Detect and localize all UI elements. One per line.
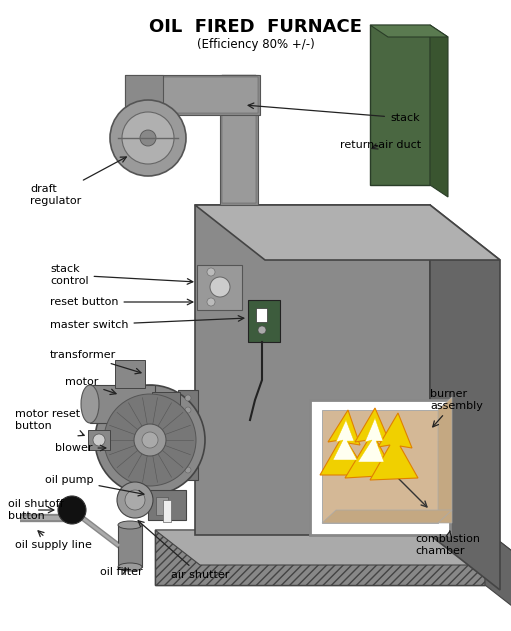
Circle shape: [140, 130, 156, 146]
Polygon shape: [485, 530, 511, 620]
Circle shape: [117, 482, 153, 518]
Circle shape: [134, 424, 166, 456]
Circle shape: [104, 394, 196, 486]
Bar: [322, 410, 438, 523]
Text: stack
control: stack control: [50, 264, 193, 286]
Polygon shape: [370, 25, 448, 37]
Bar: [310, 400, 450, 535]
Text: air shutter: air shutter: [138, 521, 229, 580]
Circle shape: [58, 496, 86, 524]
Text: stack: stack: [248, 103, 420, 123]
Bar: [115, 360, 145, 388]
Text: burner
assembly: burner assembly: [430, 389, 483, 427]
Polygon shape: [345, 408, 395, 478]
Polygon shape: [438, 397, 452, 523]
Circle shape: [207, 268, 215, 276]
Polygon shape: [320, 410, 368, 475]
Text: draft
regulator: draft regulator: [30, 157, 126, 206]
Circle shape: [110, 100, 186, 176]
Circle shape: [207, 298, 215, 306]
Circle shape: [185, 419, 191, 425]
Circle shape: [125, 490, 145, 510]
Bar: [220, 75, 258, 205]
Circle shape: [185, 395, 191, 401]
Bar: [163, 500, 171, 522]
Circle shape: [95, 385, 205, 495]
Circle shape: [142, 432, 158, 448]
Text: transformer: transformer: [50, 350, 141, 374]
Bar: [148, 490, 186, 520]
Polygon shape: [370, 413, 418, 480]
Circle shape: [185, 407, 191, 413]
Bar: [90, 385, 155, 423]
Text: motor: motor: [65, 377, 116, 394]
Bar: [127, 77, 258, 113]
Bar: [248, 300, 280, 342]
Text: oil shutoff
button: oil shutoff button: [8, 499, 64, 521]
Bar: [156, 497, 168, 515]
Polygon shape: [322, 510, 452, 523]
Circle shape: [185, 455, 191, 461]
Ellipse shape: [118, 521, 142, 529]
Polygon shape: [155, 530, 511, 565]
Bar: [256, 308, 267, 322]
Polygon shape: [430, 205, 500, 590]
Bar: [152, 392, 180, 416]
Bar: [125, 75, 260, 115]
Text: return-air duct: return-air duct: [340, 140, 421, 150]
Bar: [125, 75, 163, 165]
Circle shape: [210, 277, 230, 297]
Bar: [112, 417, 178, 427]
Circle shape: [185, 431, 191, 437]
Text: oil supply line: oil supply line: [15, 531, 92, 550]
Circle shape: [185, 443, 191, 449]
Bar: [222, 75, 256, 203]
Polygon shape: [195, 205, 500, 260]
Text: reset button: reset button: [50, 297, 193, 307]
Bar: [88, 430, 110, 450]
Bar: [195, 205, 430, 535]
Text: master switch: master switch: [50, 316, 244, 330]
Text: blower: blower: [55, 443, 106, 453]
Circle shape: [93, 434, 105, 446]
Text: (Efficiency 80% +/-): (Efficiency 80% +/-): [197, 38, 314, 51]
Polygon shape: [430, 25, 448, 197]
Ellipse shape: [81, 385, 99, 423]
Circle shape: [185, 467, 191, 473]
Bar: [155, 530, 485, 585]
Bar: [178, 390, 198, 480]
Text: combustion
chamber: combustion chamber: [415, 531, 480, 556]
Polygon shape: [358, 418, 384, 462]
Bar: [118, 525, 142, 567]
Circle shape: [122, 112, 174, 164]
Circle shape: [258, 326, 266, 334]
Text: motor reset
button: motor reset button: [15, 409, 84, 436]
Text: oil filter: oil filter: [100, 567, 143, 577]
Bar: [155, 530, 485, 585]
Ellipse shape: [118, 563, 142, 571]
Bar: [110, 415, 180, 443]
Bar: [197, 265, 242, 310]
Polygon shape: [333, 420, 357, 460]
Text: OIL  FIRED  FURNACE: OIL FIRED FURNACE: [149, 18, 362, 36]
Bar: [370, 25, 430, 185]
Text: oil pump: oil pump: [45, 475, 144, 496]
